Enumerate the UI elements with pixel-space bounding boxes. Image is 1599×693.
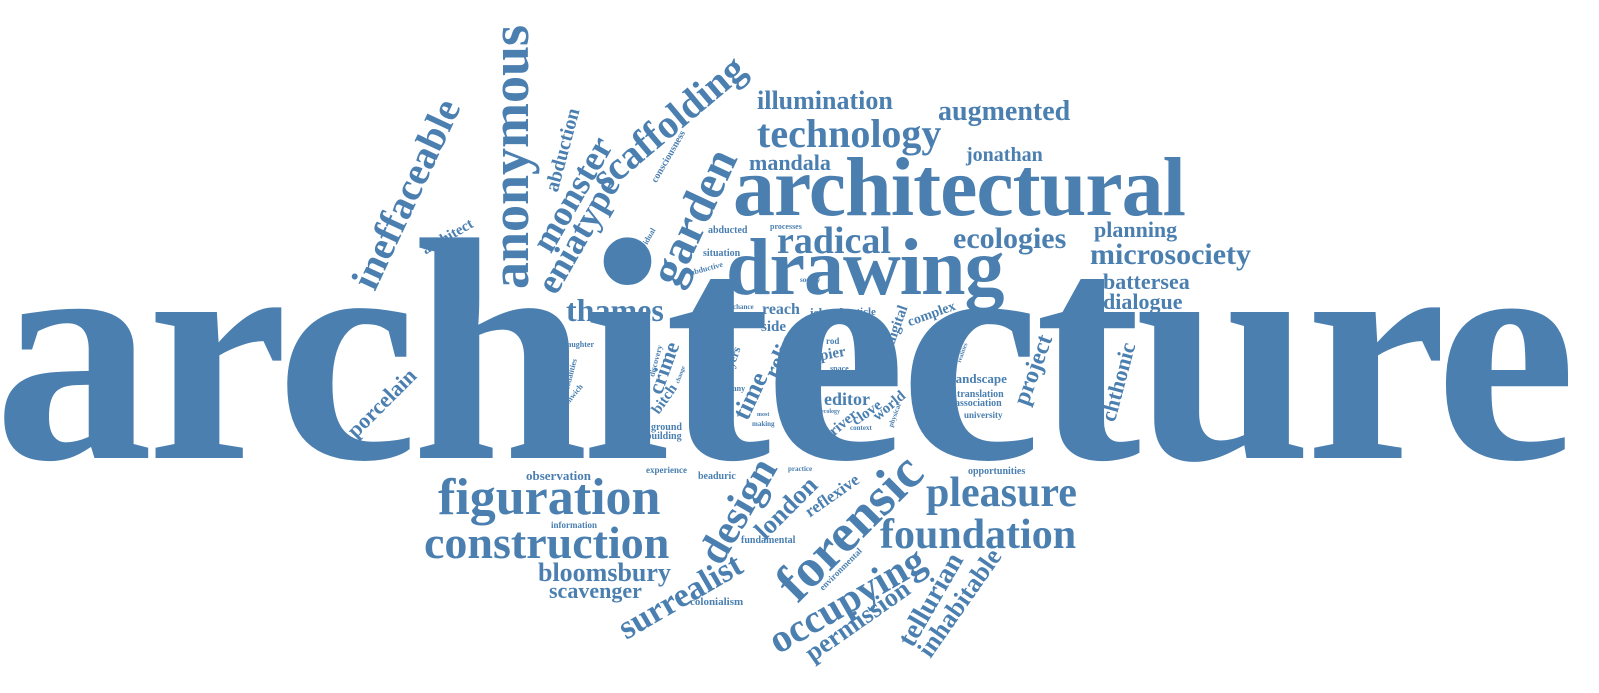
word-planning: planning (1094, 217, 1178, 242)
word-translation: translation (957, 389, 1004, 400)
word-information: information (551, 520, 597, 530)
word-drawing: drawing (726, 224, 1004, 312)
word-association: association (955, 398, 1002, 409)
word-context: context (850, 424, 872, 432)
word-abducted: abducted (708, 225, 748, 236)
word-battersea: battersea (1103, 269, 1190, 294)
word-bloomsbury: bloomsbury (538, 558, 671, 587)
word-construction: construction (424, 517, 670, 568)
word-editor: editor (824, 389, 870, 409)
word-ecology: ecology (821, 409, 840, 415)
word-most: most (757, 412, 770, 418)
word-augmented: augmented (938, 96, 1071, 127)
word-space: space (830, 364, 849, 373)
word-observation: observation (526, 468, 591, 483)
word-anonymous: anonymous (480, 24, 541, 290)
word-radical: radical (777, 220, 891, 262)
word-spatial: spatial (731, 312, 757, 322)
word-pleasure: pleasure (926, 470, 1077, 516)
word-fundamental: fundamental (741, 535, 796, 546)
word-practice: practice (788, 465, 813, 473)
word-architecture: architecture (0, 175, 1576, 527)
word-building: building (646, 431, 682, 442)
word-many: many (726, 384, 746, 393)
word-microsociety: microsociety (1090, 238, 1252, 271)
word-foundation: foundation (880, 512, 1077, 558)
word-situation: situation (703, 248, 741, 259)
word-dialogue: dialogue (1103, 289, 1183, 314)
word-colonialism: colonialism (690, 596, 744, 608)
word-island: island (810, 305, 844, 320)
word-article: article (846, 306, 876, 318)
word-experience: experience (646, 465, 687, 475)
word-university: university (964, 410, 1003, 420)
word-reach: reach (762, 301, 800, 318)
word-technology: technology (757, 111, 942, 156)
word-side: side (761, 319, 787, 335)
word-ground: ground (651, 422, 682, 433)
word-thames: thames (566, 292, 664, 328)
word-architectural: architectural (733, 141, 1186, 234)
word-chance: chance (733, 303, 754, 311)
word-figuration: figuration (438, 469, 661, 526)
word-opportunities: opportunities (968, 466, 1026, 477)
word-slaughter: slaughter (562, 340, 594, 349)
word-processes: processes (770, 222, 802, 231)
word-rod: rod (826, 336, 840, 346)
word-mandala: mandala (749, 150, 831, 175)
word-jonathan: jonathan (966, 144, 1043, 166)
word-ecologies: ecologies (953, 222, 1067, 255)
word-illumination: illumination (757, 86, 893, 115)
word-society: society (800, 276, 821, 284)
word-beaduric: beaduric (698, 471, 736, 482)
word-making: making (752, 420, 775, 428)
word-scavenger: scavenger (549, 578, 642, 603)
word-landscape: landscape (952, 371, 1007, 386)
